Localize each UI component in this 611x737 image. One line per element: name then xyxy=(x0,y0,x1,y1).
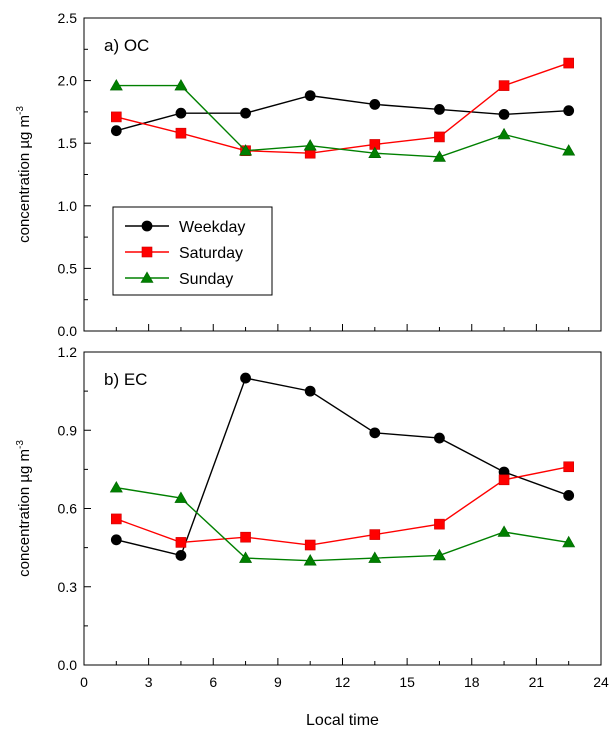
y-tick-label: 0.0 xyxy=(58,657,78,673)
data-point-saturday xyxy=(434,131,445,143)
data-point-weekday xyxy=(498,109,510,120)
series-line-saturday xyxy=(116,466,569,546)
data-point-weekday xyxy=(175,550,187,561)
y-tick-label: 1.0 xyxy=(58,198,78,214)
panel-label: b) EC xyxy=(104,370,147,389)
x-tick-label: 21 xyxy=(529,674,545,690)
data-point-weekday xyxy=(434,432,445,444)
data-point-sunday xyxy=(239,551,253,563)
series-line-weekday xyxy=(116,94,569,132)
x-tick-label: 24 xyxy=(593,674,609,690)
legend-label: Saturday xyxy=(179,245,243,262)
data-point-weekday xyxy=(175,107,187,119)
data-point-weekday xyxy=(240,372,251,384)
legend-label: Sunday xyxy=(179,271,233,288)
data-point-weekday xyxy=(110,534,122,546)
series-line-sunday xyxy=(116,486,569,562)
y-tick-label: 2.5 xyxy=(58,10,78,26)
data-point-saturday xyxy=(111,513,122,525)
x-axis-label: Local time xyxy=(306,712,379,729)
y-tick-label: 0.9 xyxy=(58,422,78,438)
series-line-sunday xyxy=(116,84,569,158)
data-point-sunday xyxy=(109,481,123,493)
data-point-sunday xyxy=(432,150,446,162)
y-tick-label: 1.5 xyxy=(58,135,78,151)
y-tick-label: 0.5 xyxy=(58,260,78,276)
y-axis-label: concentration µg m-3 xyxy=(15,440,33,577)
data-point-weekday xyxy=(304,385,316,397)
data-point-saturday xyxy=(498,80,510,91)
y-axis-label: concentration µg m-3 xyxy=(15,106,33,243)
x-tick-label: 6 xyxy=(209,674,217,690)
legend: Weekday Saturday Sunday xyxy=(112,206,273,296)
x-tick-label: 12 xyxy=(335,674,351,690)
plot-frame xyxy=(83,351,602,666)
data-point-weekday xyxy=(369,98,381,110)
data-point-sunday xyxy=(239,144,253,156)
data-point-saturday xyxy=(498,474,510,486)
data-point-weekday xyxy=(304,90,316,102)
data-point-weekday xyxy=(563,490,575,501)
data-point-weekday xyxy=(369,427,381,439)
legend-box xyxy=(112,206,273,296)
data-point-saturday xyxy=(175,127,187,139)
data-point-sunday xyxy=(562,144,576,156)
panel-ec: 0.0 0.3 0.6 0.9 1.2 0 3 6 9 12 15 18 21 24 concentrati… xyxy=(15,344,609,729)
data-point-saturday xyxy=(304,539,316,551)
y-tick-label: 0.6 xyxy=(58,501,78,517)
data-point-saturday xyxy=(434,518,445,530)
data-point-sunday xyxy=(432,548,446,561)
data-point-sunday xyxy=(174,491,188,503)
data-point-sunday xyxy=(562,535,576,548)
legend-marker xyxy=(141,220,153,232)
data-point-saturday xyxy=(563,57,574,69)
x-tick-label: 18 xyxy=(464,674,480,690)
data-point-sunday xyxy=(303,554,317,566)
series-line-weekday xyxy=(116,377,569,557)
data-point-sunday xyxy=(368,551,382,563)
y-tick-label: 0.3 xyxy=(58,579,78,595)
x-tick-label: 15 xyxy=(399,674,415,690)
panel-label: a) OC xyxy=(104,36,149,55)
data-point-saturday xyxy=(175,537,187,548)
data-point-sunday xyxy=(368,146,382,159)
data-point-sunday xyxy=(497,525,511,537)
data-point-sunday xyxy=(303,139,317,151)
data-point-saturday xyxy=(563,461,574,473)
legend-marker xyxy=(140,271,154,283)
data-point-sunday xyxy=(109,79,123,91)
data-point-saturday xyxy=(240,531,251,543)
legend-label: Weekday xyxy=(179,219,245,236)
data-point-sunday xyxy=(497,127,511,140)
y-tick-label: 2.0 xyxy=(58,73,78,89)
data-point-weekday xyxy=(240,107,251,119)
panel-oc: 0.0 0.5 1.0 1.5 2.0 2.5 concentration µg m-3 a)… xyxy=(15,10,602,339)
data-point-saturday xyxy=(369,529,381,540)
series-line-saturday xyxy=(116,62,569,154)
x-tick-label: 3 xyxy=(145,674,153,690)
data-point-sunday xyxy=(174,79,188,91)
data-point-weekday xyxy=(110,125,122,137)
y-tick-label: 1.2 xyxy=(58,344,78,360)
x-tick-label: 9 xyxy=(274,674,282,690)
data-point-saturday xyxy=(111,111,122,123)
data-point-weekday xyxy=(563,105,575,117)
y-tick-label: 0.0 xyxy=(58,323,78,339)
x-tick-label: 0 xyxy=(80,674,88,690)
legend-marker xyxy=(141,246,153,258)
data-point-weekday xyxy=(434,103,445,115)
